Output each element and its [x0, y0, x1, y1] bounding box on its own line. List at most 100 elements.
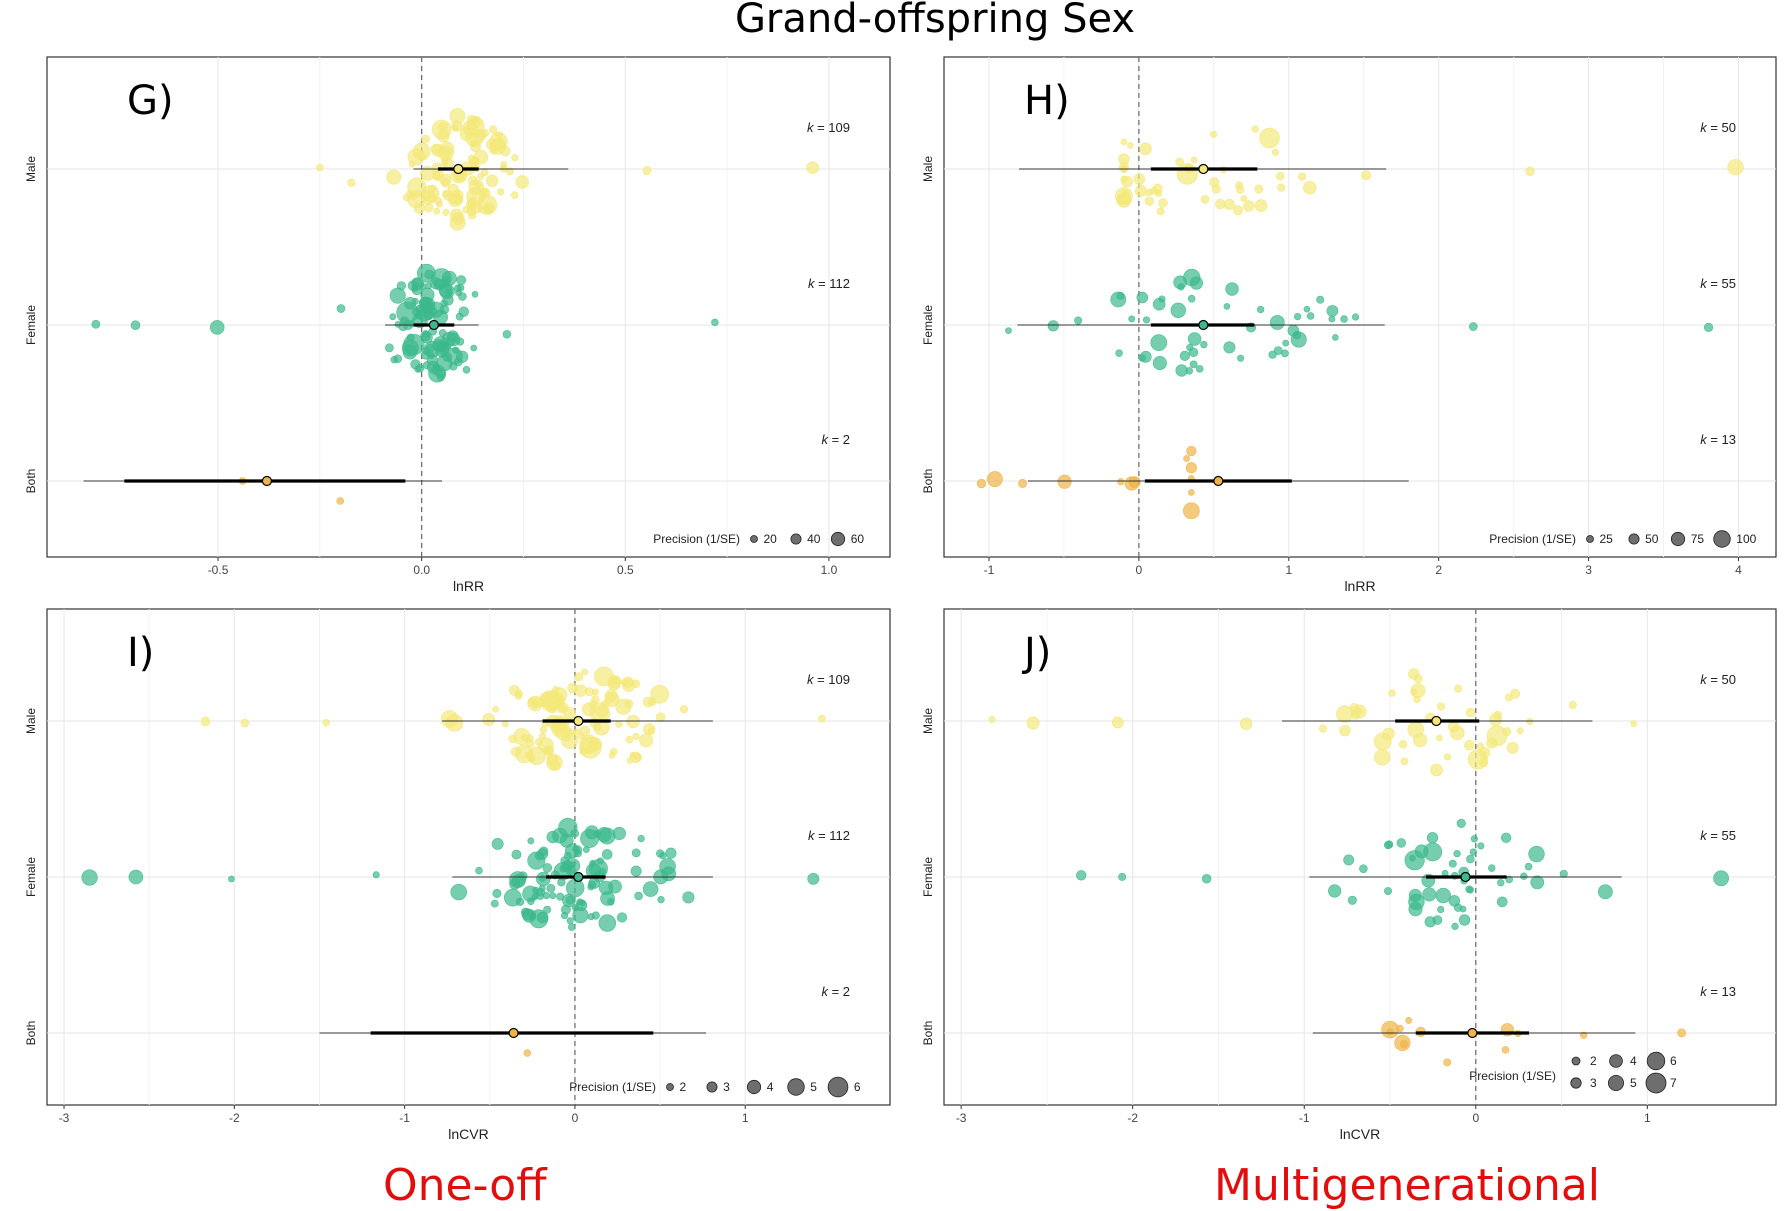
data-point — [549, 892, 557, 900]
data-point — [1156, 207, 1165, 216]
data-point — [509, 871, 527, 888]
legend-size-marker — [1670, 531, 1686, 547]
data-point — [440, 299, 448, 307]
data-point — [453, 194, 464, 205]
data-point — [1469, 848, 1477, 856]
k-label: k = 112 — [808, 828, 850, 843]
data-point — [445, 714, 464, 732]
data-point — [1152, 356, 1167, 371]
data-point — [1467, 749, 1488, 770]
mean-estimate-point — [261, 475, 273, 487]
data-point — [1351, 313, 1360, 321]
y-category-label: Both — [921, 469, 935, 494]
data-point — [1443, 1058, 1452, 1067]
legend-value-label: 5 — [810, 1080, 817, 1094]
data-point — [594, 723, 602, 731]
data-point — [1223, 303, 1231, 310]
data-point — [1516, 727, 1524, 735]
data-point — [1240, 195, 1248, 202]
data-point — [1187, 294, 1196, 303]
legend-size-marker — [706, 1081, 718, 1093]
x-tick-label: -1 — [1299, 1111, 1310, 1125]
data-point — [546, 883, 556, 893]
data-point — [564, 858, 581, 874]
data-point — [492, 705, 500, 713]
data-point — [447, 183, 459, 196]
panel-letter: H) — [1024, 78, 1070, 124]
legend-size-marker — [830, 531, 846, 547]
data-point — [573, 845, 583, 855]
data-point — [500, 161, 508, 168]
figure-title: Grand-offspring Sex — [734, 0, 1136, 42]
data-point — [1454, 684, 1463, 693]
data-point — [524, 751, 533, 760]
data-point — [1269, 315, 1285, 330]
data-point — [428, 184, 437, 193]
data-point — [1120, 138, 1128, 146]
data-point — [413, 202, 425, 214]
data-point — [1110, 291, 1127, 308]
y-category-label: Female — [921, 305, 935, 345]
data-point — [1183, 455, 1190, 462]
data-point — [347, 178, 356, 187]
data-point — [228, 875, 235, 883]
data-point — [1256, 305, 1265, 314]
data-point — [574, 672, 584, 682]
data-point — [642, 881, 659, 897]
data-point — [1630, 720, 1637, 727]
data-point — [631, 848, 641, 858]
data-point — [1347, 895, 1357, 905]
data-point — [475, 866, 483, 875]
data-point — [462, 120, 478, 136]
data-point — [556, 701, 569, 714]
data-point — [1179, 350, 1190, 361]
data-point — [484, 205, 492, 213]
legend-size-marker — [666, 1083, 674, 1091]
data-point — [1189, 360, 1198, 369]
y-category-label: Female — [24, 305, 38, 345]
data-point — [988, 715, 996, 723]
data-point — [336, 497, 345, 505]
data-point — [554, 692, 563, 701]
x-tick-label: 0 — [572, 1111, 579, 1125]
data-point — [543, 905, 552, 914]
data-point — [1400, 757, 1409, 766]
data-point — [1361, 170, 1372, 181]
data-point — [393, 354, 403, 364]
data-point — [1528, 845, 1545, 863]
y-category-label: Male — [24, 708, 38, 734]
k-label: k = 55 — [1700, 276, 1736, 291]
data-point — [1142, 316, 1151, 324]
legend-value-label: 25 — [1600, 532, 1614, 546]
data-point — [625, 735, 634, 744]
data-point — [442, 189, 450, 198]
data-point — [400, 316, 409, 326]
data-point — [384, 343, 394, 353]
legend-title: Precision (1/SE) — [653, 532, 740, 546]
x-tick-label: -0.5 — [208, 563, 229, 577]
legend-value-label: 6 — [854, 1080, 861, 1094]
data-point — [1190, 156, 1198, 164]
data-point — [1133, 173, 1146, 185]
data-point — [1188, 347, 1199, 357]
data-point — [515, 175, 529, 189]
data-point — [1530, 875, 1545, 890]
data-point — [1128, 476, 1141, 488]
data-point — [1074, 316, 1083, 325]
data-point — [1677, 1028, 1687, 1038]
data-point — [422, 361, 431, 370]
data-point — [1282, 339, 1290, 347]
data-point — [1526, 718, 1534, 726]
data-point — [1405, 1016, 1413, 1024]
y-category-label: Both — [24, 469, 38, 494]
data-point — [1150, 334, 1168, 352]
legend-value-label: 2 — [1590, 1054, 1597, 1068]
data-point — [1426, 832, 1439, 844]
data-point — [1727, 158, 1744, 176]
data-point — [1018, 478, 1028, 488]
data-point — [128, 869, 144, 885]
data-point — [577, 732, 585, 740]
y-category-label: Male — [24, 156, 38, 182]
data-point — [1396, 1024, 1404, 1033]
data-point — [655, 712, 666, 723]
